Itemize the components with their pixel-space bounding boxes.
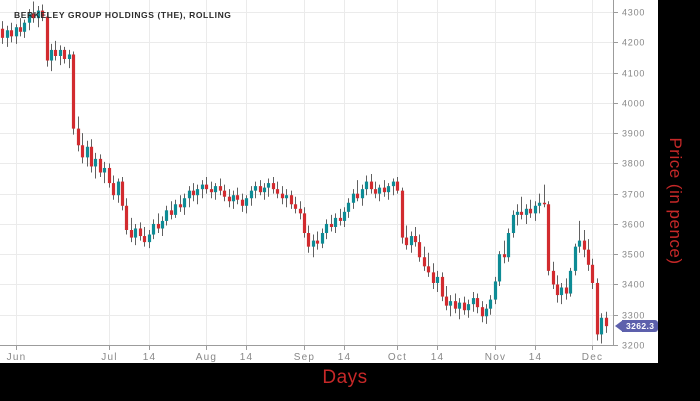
svg-text:Jul: Jul bbox=[101, 352, 117, 363]
svg-text:14: 14 bbox=[529, 352, 543, 363]
svg-text:Dec: Dec bbox=[582, 352, 603, 363]
svg-text:Oct: Oct bbox=[388, 352, 407, 363]
svg-text:3900: 3900 bbox=[622, 129, 645, 139]
svg-text:14: 14 bbox=[240, 352, 254, 363]
svg-text:Jun: Jun bbox=[7, 352, 27, 363]
svg-text:3300: 3300 bbox=[622, 311, 645, 321]
x-axis-title: Days bbox=[322, 367, 368, 388]
svg-text:14: 14 bbox=[431, 352, 445, 363]
svg-text:Aug: Aug bbox=[196, 352, 217, 363]
svg-text:4200: 4200 bbox=[622, 38, 645, 48]
svg-text:3500: 3500 bbox=[622, 250, 645, 260]
svg-text:4100: 4100 bbox=[622, 69, 645, 79]
svg-text:14: 14 bbox=[338, 352, 352, 363]
svg-text:4300: 4300 bbox=[622, 8, 645, 18]
svg-text:Sep: Sep bbox=[294, 352, 315, 363]
y-axis-title: Price (in pence) bbox=[666, 136, 685, 265]
svg-text:4000: 4000 bbox=[622, 99, 645, 109]
svg-text:3700: 3700 bbox=[622, 190, 645, 200]
chart-panel: 3200 3300 3400 3500 3600 3700 3800 3900 4000 4100… bbox=[0, 0, 659, 363]
candlestick-chart[interactable]: 3200 3300 3400 3500 3600 3700 3800 3900 4000 4100… bbox=[0, 0, 658, 363]
svg-text:Nov: Nov bbox=[485, 352, 506, 363]
svg-text:3800: 3800 bbox=[622, 159, 645, 169]
svg-text:14: 14 bbox=[143, 352, 157, 363]
svg-text:3600: 3600 bbox=[622, 220, 645, 230]
svg-text:3200: 3200 bbox=[622, 341, 645, 351]
svg-text:3400: 3400 bbox=[622, 280, 645, 290]
